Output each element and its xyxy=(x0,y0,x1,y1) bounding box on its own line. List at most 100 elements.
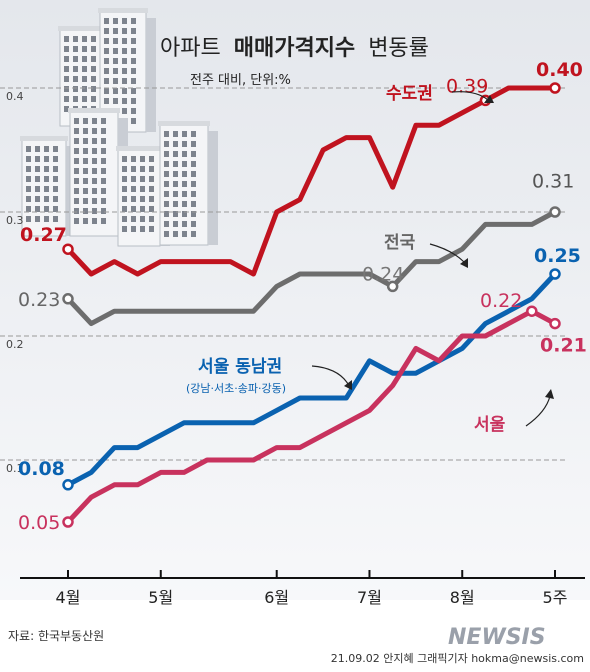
building-window xyxy=(64,56,69,62)
building-window xyxy=(53,216,58,222)
building-window xyxy=(122,68,127,74)
building-window xyxy=(140,156,145,162)
building-window xyxy=(104,98,109,104)
end-marker-sudogwon xyxy=(549,82,561,94)
building-window xyxy=(122,166,127,172)
building-window xyxy=(26,146,31,152)
building-window xyxy=(82,46,87,52)
end-marker-seoul xyxy=(549,317,561,330)
building-window xyxy=(74,138,79,144)
building-window xyxy=(182,201,187,207)
building-window xyxy=(191,161,196,167)
building-window xyxy=(44,206,49,212)
x-tick-label-0: 4월 xyxy=(56,588,81,607)
arrow-head xyxy=(545,389,554,399)
building-window xyxy=(164,181,169,187)
x-tick-label-1: 5월 xyxy=(148,588,173,607)
building-roof xyxy=(58,26,104,31)
building-window xyxy=(73,46,78,52)
building-window xyxy=(53,186,58,192)
building-window xyxy=(35,146,40,152)
end-marker-seoul-southeast xyxy=(549,268,561,280)
start-label-seoul-southeast: 0.08 xyxy=(18,458,65,480)
building-window xyxy=(131,108,136,114)
building-roof xyxy=(158,121,210,126)
building-window xyxy=(131,216,136,222)
building-window xyxy=(91,56,96,62)
building-window xyxy=(35,186,40,192)
building-window xyxy=(149,176,154,182)
label-sudogwon-039: 0.39 xyxy=(446,75,488,97)
label-national-024: 0.24 xyxy=(362,263,404,285)
building-window xyxy=(113,78,118,84)
building-roof xyxy=(98,8,148,13)
building-roof xyxy=(116,146,162,151)
building-window xyxy=(140,176,145,182)
building-window xyxy=(74,218,79,224)
building-roof xyxy=(68,108,120,113)
building-window xyxy=(149,166,154,172)
building-window xyxy=(131,28,136,34)
arrow-head xyxy=(344,380,352,390)
building-window xyxy=(122,98,127,104)
building-window xyxy=(35,176,40,182)
building-window xyxy=(122,176,127,182)
building-window xyxy=(173,191,178,197)
building-window xyxy=(44,186,49,192)
building-window xyxy=(113,28,118,34)
building-window xyxy=(44,176,49,182)
series-name-national: 전국 xyxy=(384,233,416,253)
building-window xyxy=(53,196,58,202)
building-window xyxy=(131,186,136,192)
y-axis-ticks: 0.1 0.2 0.3 0.4 xyxy=(6,90,24,475)
building-window xyxy=(182,221,187,227)
building-window xyxy=(64,46,69,52)
y-tick-0.1: 0.1 xyxy=(6,462,24,475)
building-window xyxy=(149,186,154,192)
building-window xyxy=(104,68,109,74)
building-window xyxy=(113,18,118,24)
building-window xyxy=(191,201,196,207)
series-sublabel-seoul-southeast: (강남·서초·송파·강동) xyxy=(186,382,286,395)
building-window xyxy=(131,226,136,232)
building-window xyxy=(173,171,178,177)
building-window xyxy=(131,78,136,84)
building-window xyxy=(182,141,187,147)
building-window xyxy=(104,18,109,24)
building-window xyxy=(140,166,145,172)
x-axis-ticks: 4월 5월 6월 7월 8월 5주 xyxy=(56,570,567,607)
start-marker-seoul-southeast xyxy=(62,479,74,491)
building-window xyxy=(92,138,97,144)
building-window xyxy=(101,188,106,194)
series-line-national xyxy=(65,209,558,327)
building-window xyxy=(64,76,69,82)
chart-title: 아파트 매매가격지수 변동률 xyxy=(160,36,429,61)
building-window xyxy=(101,118,106,124)
building-window xyxy=(104,28,109,34)
building-window xyxy=(149,226,154,232)
x-tick-label-4: 8월 xyxy=(450,588,475,607)
end-label-national: 0.31 xyxy=(532,171,574,193)
building-window xyxy=(182,191,187,197)
building-window xyxy=(91,46,96,52)
building-window xyxy=(35,216,40,222)
arrow-national xyxy=(429,243,468,268)
building-window xyxy=(101,168,106,174)
building-window xyxy=(104,58,109,64)
building-window xyxy=(104,38,109,44)
building-side xyxy=(146,18,156,132)
building-window xyxy=(191,171,196,177)
building-window xyxy=(191,231,196,237)
building-window xyxy=(113,88,118,94)
building-window xyxy=(92,148,97,154)
building-window xyxy=(173,131,178,137)
building-window xyxy=(122,186,127,192)
building-window xyxy=(140,216,145,222)
building-window xyxy=(182,181,187,187)
building-window xyxy=(83,158,88,164)
building-window xyxy=(92,128,97,134)
building-window xyxy=(83,178,88,184)
arrow-seoul-southeast xyxy=(311,365,352,390)
building-window xyxy=(164,151,169,157)
building-window xyxy=(122,206,127,212)
